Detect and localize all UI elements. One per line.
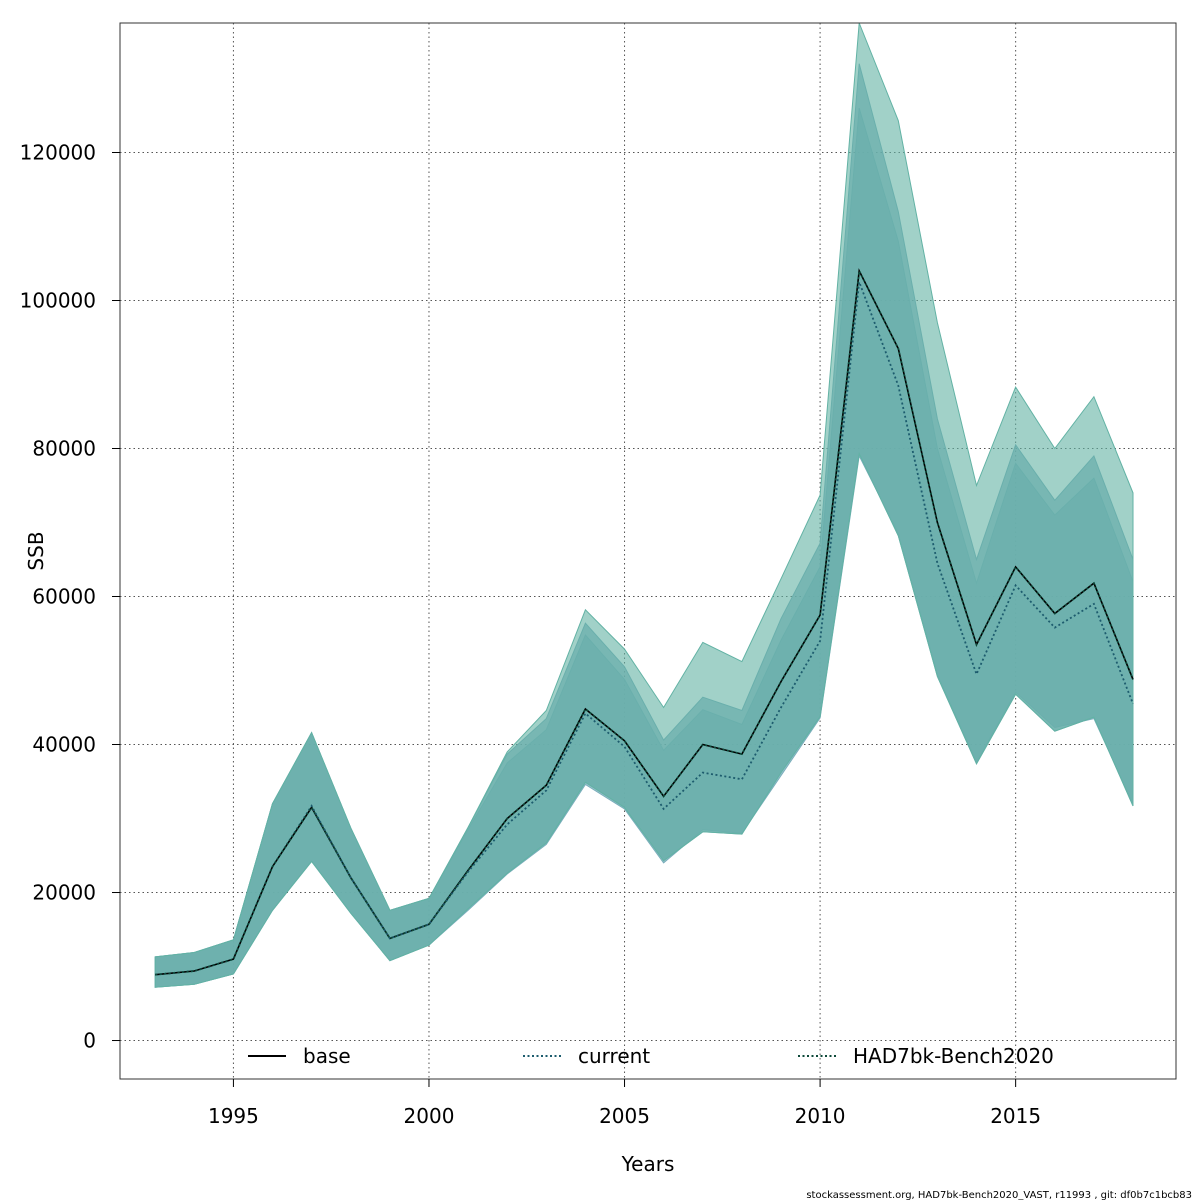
- x-tick-label: 2015: [990, 1104, 1041, 1128]
- y-axis: 0 20000 40000 60000 80000 100000 120000: [20, 141, 120, 1053]
- y-tick-label: 80000: [32, 437, 96, 461]
- y-tick-label: 60000: [32, 585, 96, 609]
- y-tick-label: 120000: [20, 141, 96, 165]
- y-tick-label: 0: [83, 1029, 96, 1053]
- confidence-bands: [154, 22, 1134, 988]
- series-lines: [155, 267, 1134, 976]
- x-tick-label: 2000: [404, 1104, 455, 1128]
- y-tick-label: 100000: [20, 289, 96, 313]
- legend: base current HAD7bk-Bench2020: [248, 1044, 1054, 1068]
- band-had7bk-bench2020: [154, 22, 1134, 988]
- y-tick-label: 20000: [32, 881, 96, 905]
- x-tick-label: 1995: [208, 1104, 259, 1128]
- x-axis-title: Years: [621, 1152, 675, 1176]
- x-axis: 1995 2000 2005 2010 2015: [208, 1079, 1041, 1128]
- legend-label: base: [303, 1044, 351, 1068]
- x-tick-label: 2010: [795, 1104, 846, 1128]
- x-tick-label: 2005: [599, 1104, 650, 1128]
- y-axis-title: SSB: [24, 531, 48, 570]
- legend-label: current: [578, 1044, 650, 1068]
- y-tick-label: 40000: [32, 733, 96, 757]
- footer-text: stockassessment.org, HAD7bk-Bench2020_VA…: [806, 1190, 1192, 1200]
- plot-frame: [119, 22, 1177, 1080]
- line-base: [155, 268, 1134, 976]
- legend-label: HAD7bk-Bench2020: [853, 1044, 1054, 1068]
- line-current: [155, 281, 1134, 976]
